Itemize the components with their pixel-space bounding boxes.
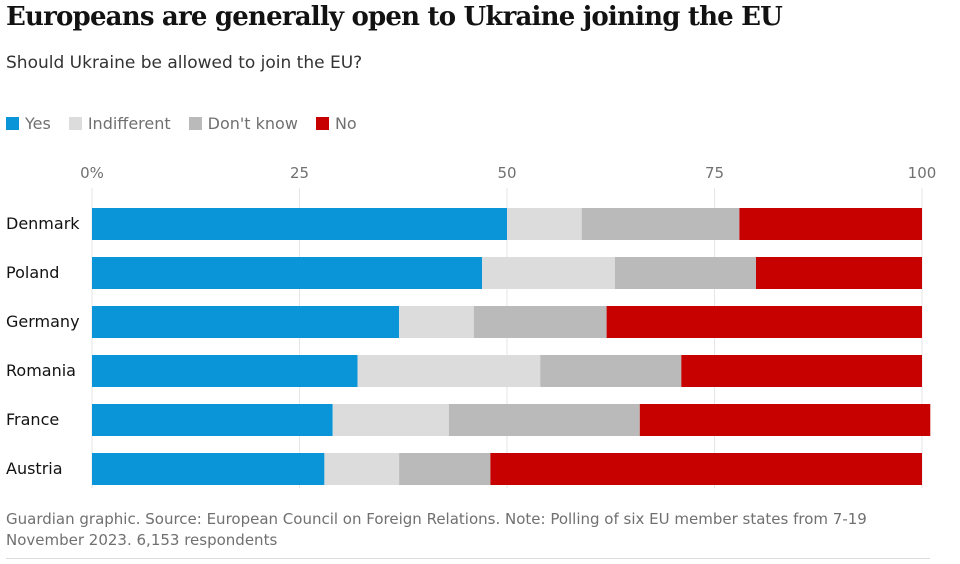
category-label: Romania [6, 361, 76, 380]
bar-segment [357, 355, 541, 387]
bar-segment [606, 306, 922, 338]
bar-segment [482, 257, 615, 289]
x-tick-label: 25 [290, 164, 309, 182]
chart-subtitle: Should Ukraine be allowed to join the EU… [6, 53, 363, 73]
bar-segment [92, 306, 400, 338]
bar-segment [92, 404, 333, 436]
bar-segment [756, 257, 922, 289]
legend-item-yes: Yes [6, 114, 51, 133]
footer-divider [6, 558, 930, 559]
legend-item-no: No [315, 114, 357, 133]
bar-segment [639, 404, 931, 436]
x-tick-label: 0% [80, 164, 104, 182]
bar-segment [324, 453, 400, 485]
source-note: Guardian graphic. Source: European Counc… [6, 510, 867, 549]
legend-item-indifferent: Indifferent [68, 114, 171, 133]
legend-label-indifferent: Indifferent [87, 114, 171, 133]
legend-item-dont-know: Don't know [188, 114, 298, 133]
bar-segment [473, 306, 607, 338]
bar-segment [92, 257, 483, 289]
legend-label-yes: Yes [25, 114, 51, 133]
bar-segment [581, 208, 740, 240]
legend: Yes Indifferent Don't know No [6, 114, 375, 133]
x-tick-label: 75 [705, 164, 724, 182]
bar-segment [332, 404, 449, 436]
x-tick-label: 50 [497, 164, 516, 182]
bar-segment [399, 453, 491, 485]
category-label: France [6, 410, 59, 429]
legend-label-no: No [334, 114, 357, 133]
legend-swatch-yes [6, 117, 19, 130]
category-label: Poland [6, 263, 59, 282]
bar-segment [507, 208, 582, 240]
bar-segment [92, 453, 325, 485]
bar-segment [614, 257, 756, 289]
category-label: Germany [6, 312, 80, 331]
category-label: Austria [6, 459, 63, 478]
bar-segment [399, 306, 474, 338]
chart-title: Europeans are generally open to Ukraine … [6, 2, 783, 32]
legend-swatch-no [315, 117, 329, 130]
category-label: Denmark [6, 214, 80, 233]
bar-segment [739, 208, 922, 240]
x-tick-label: 100 [908, 164, 937, 182]
bar-segment [681, 355, 922, 387]
legend-swatch-indifferent [68, 117, 82, 130]
bar-segment [490, 453, 922, 485]
bar-segment [448, 404, 640, 436]
stacked-bar-chart: 0% 25 50 75 100 Denmark Poland Germany Romania Fr… [6, 164, 937, 488]
bar-segment [92, 208, 507, 240]
bar-segment [540, 355, 682, 387]
legend-swatch-dont-know [188, 117, 202, 130]
legend-label-dont-know: Don't know [207, 114, 298, 133]
bar-segment [92, 355, 358, 387]
